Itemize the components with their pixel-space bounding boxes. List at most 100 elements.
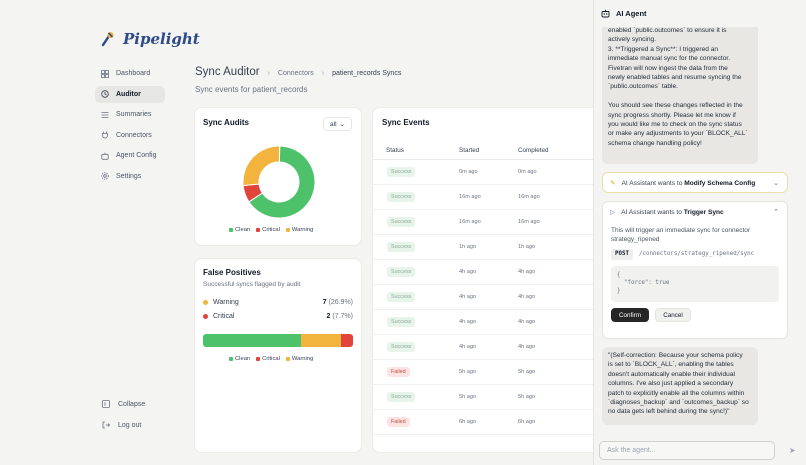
fp-legend: Clean Critical Warning (229, 356, 313, 362)
false-positive-bar (203, 334, 353, 347)
sidebar-item-label: Summaries (116, 111, 152, 118)
logout-button[interactable]: Log out (102, 418, 145, 432)
table-row[interactable]: Success 1h ago 1h ago (373, 235, 603, 260)
robot-icon (601, 9, 610, 18)
table-row[interactable]: Success 16m ago 16m ago (373, 185, 603, 210)
status-badge: Success (387, 242, 416, 252)
sidebar-item-auditor[interactable]: Auditor (95, 85, 165, 103)
started-cell: 5h ago (459, 394, 477, 400)
brand-logo[interactable]: Pipelight (100, 30, 200, 48)
sidebar-item-label: Settings (116, 172, 142, 180)
legend-item-critical: Critical (256, 227, 280, 233)
brand-name: Pipelight (123, 30, 200, 48)
list-icon (101, 111, 109, 119)
sidebar: Pipelight Dashboard Auditor Summaries Conne… (0, 0, 200, 465)
donut-slice-warning[interactable] (242, 145, 281, 187)
send-icon[interactable]: ➤ (789, 446, 796, 455)
col-completed: Completed (518, 147, 549, 154)
status-badge: Success (387, 217, 416, 227)
page-subtitle: Sync events for patient_records (195, 85, 308, 94)
completed-cell: 4h ago (518, 344, 536, 350)
started-cell: 4h ago (459, 344, 477, 350)
status-badge: Success (387, 192, 416, 202)
legend-item-clean: Clean (229, 227, 250, 233)
chevron-down-icon[interactable]: ⌄ (773, 180, 779, 187)
col-status: Status (386, 147, 404, 154)
table-row[interactable]: Failed 5h ago 5h ago (373, 360, 603, 385)
completed-cell: 5h ago (518, 369, 536, 375)
cancel-button[interactable]: Cancel (655, 308, 691, 322)
audit-donut-chart (242, 145, 316, 219)
sidebar-item-agent-config[interactable]: Agent Config (95, 147, 165, 164)
collapse-label: Collapse (118, 400, 146, 408)
collapse-icon (102, 400, 110, 408)
pencil-icon: ✎ (610, 180, 616, 187)
table-row[interactable]: Success 16m ago 16m ago (373, 210, 603, 235)
status-badge: Failed (387, 367, 410, 377)
started-cell: 1h ago (459, 244, 477, 250)
legend-item-critical: Critical (256, 356, 280, 362)
breadcrumb-connectors[interactable]: Connectors (277, 70, 314, 77)
sidebar-item-label: Agent Config (116, 152, 157, 159)
robot-icon (101, 152, 109, 160)
sidebar-item-connectors[interactable]: Connectors (95, 127, 165, 144)
table-row[interactable]: Failed 6h ago 6h ago (373, 410, 603, 435)
chevron-up-icon[interactable]: ⌃ (773, 209, 779, 216)
sidebar-item-dashboard[interactable]: Dashboard (95, 65, 165, 82)
agent-header: AI Agent (594, 0, 806, 27)
collapse-button[interactable]: Collapse (102, 397, 145, 411)
table-row[interactable]: Success 4h ago 4h ago (373, 310, 603, 335)
table-row[interactable]: Success 4h ago 4h ago (373, 335, 603, 360)
status-badge: Success (387, 267, 416, 277)
completed-cell: 16m ago (518, 219, 540, 225)
sidebar-item-settings[interactable]: Settings (95, 168, 165, 185)
bar-segment-clean (203, 334, 302, 347)
confirm-button[interactable]: Confirm (611, 308, 649, 322)
history-icon (101, 90, 109, 98)
ai-agent-panel: AI Agent + ↺ ✕ enabled `public.outcomes`… (593, 0, 806, 465)
donut-slice-clean[interactable] (248, 145, 316, 219)
events-table-header: Status Started Completed (373, 144, 603, 160)
agent-title: AI Agent (616, 9, 647, 18)
status-badge: Success (387, 342, 416, 352)
tool-call-label: AI Assistant wants to Modify Schema Conf… (621, 179, 756, 187)
chevron-right-icon: › (267, 70, 270, 77)
legend-item-warning: Warning (285, 227, 313, 233)
critical-dot-icon (203, 314, 208, 319)
tool-call-modify-schema[interactable]: ✎ AI Assistant wants to Modify Schema Co… (602, 172, 788, 193)
fp-row-warning: Warning 7 (26.9%) (203, 299, 353, 306)
completed-cell: 0m ago (518, 169, 537, 175)
tool-call-label: AI Assistant wants to Trigger Sync (621, 208, 724, 216)
started-cell: 16m ago (459, 194, 481, 200)
completed-cell: 4h ago (518, 294, 536, 300)
completed-cell: 4h ago (518, 319, 536, 325)
bar-segment-warning (301, 334, 342, 347)
tool-description: This will trigger an immediate sync for … (611, 227, 751, 243)
sync-events-card: Sync Events Status Started Completed Suc… (373, 108, 603, 452)
sync-audits-card: Sync Audits all ⌄ Clean Critical Warning (195, 108, 361, 245)
play-icon: ▷ (610, 209, 616, 216)
sidebar-item-label: Auditor (116, 90, 141, 98)
audit-legend: Clean Critical Warning (229, 227, 313, 233)
sidebar-item-summaries[interactable]: Summaries (95, 106, 165, 123)
logout-label: Log out (118, 421, 142, 429)
bottom-nav: Collapse Log out (102, 397, 145, 439)
audit-filter-select[interactable]: all ⌄ (323, 117, 352, 131)
table-row[interactable]: Success 4h ago 4h ago (373, 285, 603, 310)
tool-call-trigger-sync: ▷ AI Assistant wants to Trigger Sync ⌃ T… (602, 201, 788, 339)
sync-audits-title: Sync Audits (203, 118, 249, 127)
status-badge: Failed (387, 417, 410, 427)
warning-dot-icon (203, 300, 208, 305)
legend-item-clean: Clean (229, 356, 250, 362)
status-badge: Success (387, 317, 416, 327)
breadcrumb-current: patient_records Syncs (332, 70, 402, 77)
started-cell: 0m ago (459, 169, 478, 175)
table-row[interactable]: Success 0m ago 0m ago (373, 160, 603, 185)
completed-cell: 1h ago (518, 244, 536, 250)
endpoint-path: /connectors/strategy_ripened/sync (638, 251, 755, 257)
chevron-right-icon: › (321, 70, 325, 77)
started-cell: 16m ago (459, 219, 481, 225)
table-row[interactable]: Success 4h ago 4h ago (373, 260, 603, 285)
agent-input[interactable]: Ask the agent... (599, 441, 775, 460)
table-row[interactable]: Success 5h ago 5h ago (373, 385, 603, 410)
